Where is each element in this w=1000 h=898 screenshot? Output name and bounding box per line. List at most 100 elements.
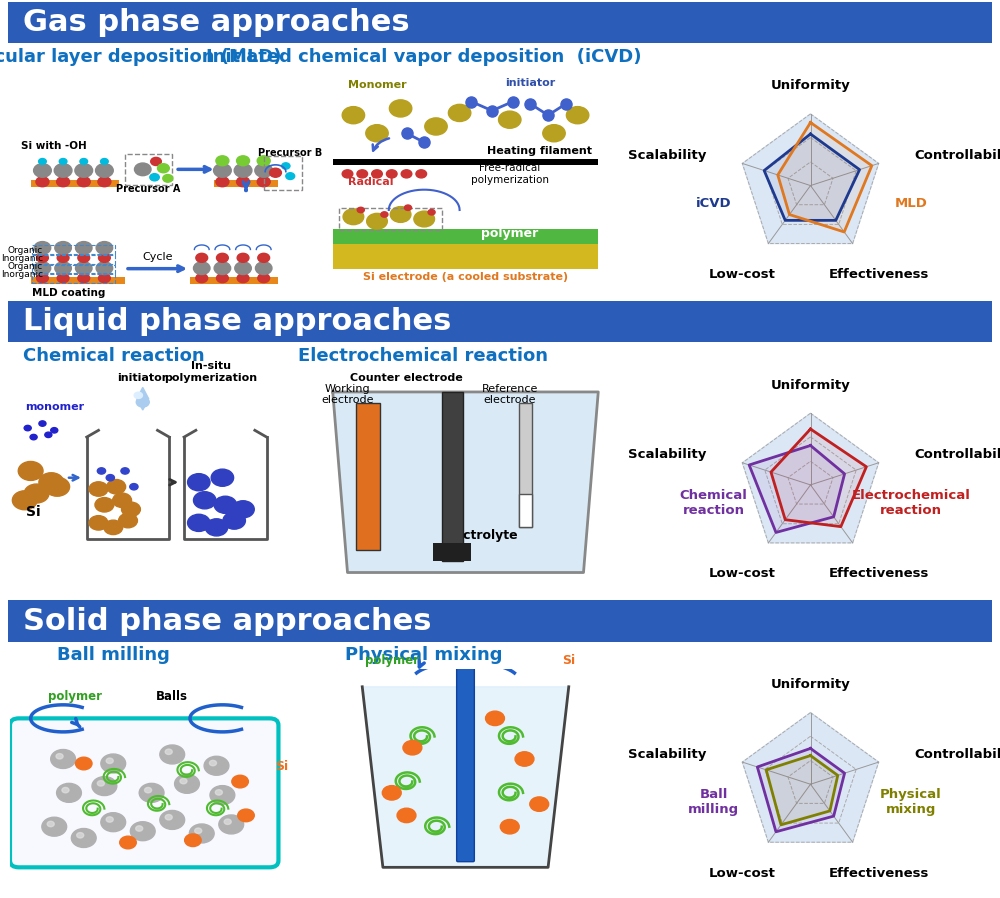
Polygon shape [742,713,879,842]
Text: Scalability: Scalability [628,149,707,162]
Text: Effectiveness: Effectiveness [828,867,929,880]
Text: polymer: polymer [481,226,538,240]
Circle shape [367,214,387,229]
Polygon shape [742,413,879,543]
Circle shape [165,814,172,820]
Circle shape [189,824,214,843]
Circle shape [414,211,435,227]
Circle shape [36,177,49,187]
Circle shape [45,432,52,437]
Text: iCVD: iCVD [696,197,732,210]
FancyBboxPatch shape [457,667,474,862]
Text: Physical
mixing: Physical mixing [880,788,942,816]
Text: Scalability: Scalability [628,748,707,761]
Circle shape [51,427,58,433]
Circle shape [515,752,534,766]
Circle shape [151,157,161,165]
Circle shape [75,242,92,254]
Text: Heating filament: Heating filament [487,145,592,155]
Circle shape [397,808,416,823]
Circle shape [59,159,67,164]
Circle shape [97,468,106,474]
Circle shape [34,242,51,254]
Circle shape [257,156,270,166]
Text: Electrolyte: Electrolyte [442,529,518,541]
Circle shape [134,163,151,176]
Bar [433,543,471,561]
Circle shape [150,173,159,180]
Circle shape [257,177,270,187]
Circle shape [98,274,110,283]
Circle shape [232,775,248,788]
Circle shape [130,484,138,490]
Text: Solid phase approaches: Solid phase approaches [23,607,431,636]
Circle shape [57,253,69,262]
Text: MLD: MLD [894,197,927,210]
Text: Controllability: Controllability [914,448,1000,462]
Circle shape [56,753,63,759]
Text: Inorganic: Inorganic [1,270,43,279]
Circle shape [216,253,228,262]
Circle shape [62,788,69,793]
Text: Radical: Radical [348,177,394,187]
Text: Organic: Organic [7,246,42,255]
Circle shape [75,262,92,275]
Circle shape [51,750,75,769]
Circle shape [96,163,113,177]
FancyBboxPatch shape [0,600,1000,643]
Circle shape [357,170,368,178]
Circle shape [130,822,155,841]
Circle shape [163,174,173,182]
Text: Ball
milling: Ball milling [688,788,739,816]
Circle shape [12,491,37,510]
Circle shape [120,836,136,849]
Circle shape [232,501,254,518]
Circle shape [136,826,143,832]
Circle shape [270,168,281,177]
Circle shape [175,774,199,793]
Text: Uniformity: Uniformity [771,79,850,92]
Circle shape [193,492,216,509]
Text: Precursor A: Precursor A [116,184,181,194]
Circle shape [372,170,382,178]
Text: Low-cost: Low-cost [709,867,776,880]
Circle shape [237,177,250,187]
Circle shape [24,484,49,503]
Bar [339,207,442,230]
Circle shape [255,163,273,177]
Circle shape [24,426,31,431]
Circle shape [219,815,244,834]
Circle shape [106,474,114,480]
Text: Electrochemical reaction: Electrochemical reaction [298,347,548,365]
Bar [32,255,115,264]
Bar [519,403,532,527]
Circle shape [39,472,64,492]
Text: Gas phase approaches: Gas phase approaches [23,8,409,37]
Circle shape [258,253,270,262]
Bar [31,277,125,285]
Circle shape [96,242,113,254]
Circle shape [381,212,388,217]
Circle shape [34,262,51,275]
Text: Si: Si [562,655,575,667]
Circle shape [96,262,113,275]
Circle shape [134,392,142,399]
Circle shape [106,758,113,763]
Text: monomer: monomer [25,402,84,412]
Circle shape [30,435,37,440]
Circle shape [89,481,108,497]
Circle shape [18,462,43,480]
Text: Controllability: Controllability [914,748,1000,761]
FancyBboxPatch shape [10,718,278,867]
Circle shape [486,711,504,726]
Circle shape [106,817,113,823]
Polygon shape [778,122,872,232]
Text: Si: Si [26,505,41,519]
Circle shape [37,274,48,283]
Circle shape [45,477,70,497]
Text: Working
electrode: Working electrode [321,383,374,405]
Bar [32,265,115,273]
Text: Reference
electrode: Reference electrode [482,383,538,405]
Bar [190,277,278,285]
Circle shape [160,811,185,830]
